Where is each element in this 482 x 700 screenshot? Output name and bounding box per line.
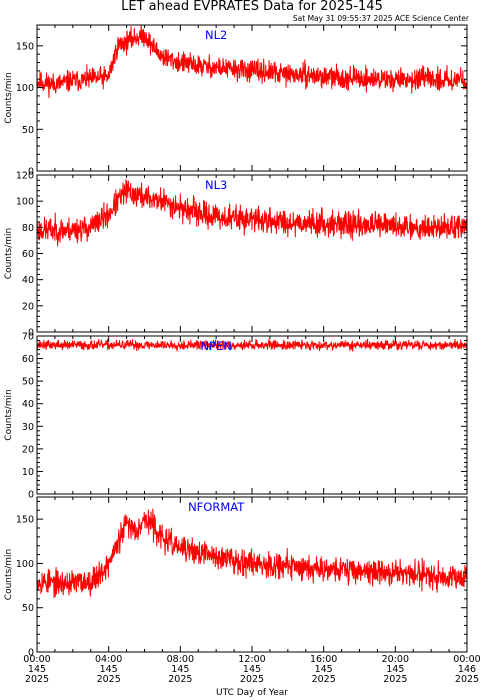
panel-nl3: 0 20 40 60 80 100 120 Counts/min NL3 [4, 171, 468, 339]
x-tick-time: 00:00 [23, 654, 50, 665]
y-tick-label: 50 [22, 603, 34, 614]
x-tick-year: 2025 [455, 674, 479, 685]
y-tick-label: 50 [22, 377, 34, 388]
x-tick-time: 04:00 [95, 654, 122, 665]
y-tick-label: 10 [22, 467, 34, 478]
data-line-npen [36, 338, 468, 352]
timestamp: Sat May 31 09:55:37 2025 ACE Science Cen… [293, 14, 470, 23]
y-axis-title: Counts/min [4, 72, 14, 123]
y-tick-label: 30 [22, 422, 34, 433]
y-tick-label: 150 [16, 41, 34, 52]
y-tick-label: 120 [16, 171, 34, 182]
x-tick-year: 2025 [25, 674, 49, 685]
series-label-nformat: NFORMAT [188, 500, 245, 514]
y-tick-label: 100 [16, 197, 34, 208]
y-tick-label: 40 [22, 399, 34, 410]
panel-npen: 0 10 20 30 40 50 60 70 Counts/min NPEN [4, 332, 468, 501]
y-tick-label: 50 [22, 125, 34, 136]
series-label-npen: NPEN [200, 339, 231, 353]
panels-group: 050100150Counts/minNL2020406080100120Cou… [4, 24, 468, 659]
y-tick-label: 0 [28, 167, 34, 178]
x-tick-doy: 145 [386, 664, 404, 675]
x-tick-time: 08:00 [167, 654, 194, 665]
panel-nformat: 0 50 100 150 Counts/min NFORMAT [4, 496, 468, 659]
series-label-nl3: NL3 [205, 178, 227, 192]
y-tick-label: 40 [22, 275, 34, 286]
y-axis-title: Counts/min [4, 389, 14, 440]
y-axis-title: Counts/min [4, 549, 14, 600]
y-tick-label: 0 [28, 328, 34, 339]
x-tick-doy: 145 [315, 664, 333, 675]
x-tick-doy: 145 [243, 664, 261, 675]
x-axis: 00:00145202504:00145202508:00145202512:0… [23, 654, 480, 685]
y-tick-label: 60 [22, 354, 34, 365]
data-line-nl2 [36, 24, 468, 99]
x-tick-year: 2025 [312, 674, 336, 685]
x-tick-year: 2025 [383, 674, 407, 685]
x-tick-year: 2025 [240, 674, 264, 685]
data-line-nl3 [36, 179, 468, 247]
data-line-nformat [36, 508, 468, 599]
x-tick-time: 12:00 [238, 654, 265, 665]
y-tick-label: 0 [28, 490, 34, 501]
y-tick-label: 80 [22, 223, 34, 234]
y-tick-label: 20 [22, 301, 34, 312]
panel-nl2: 0 50 100 150 Counts/min NL2 [4, 24, 468, 178]
x-tick-doy: 145 [171, 664, 189, 675]
figure-title: LET ahead EVPRATES Data for 2025-145 [121, 0, 383, 14]
y-tick-label: 100 [16, 559, 34, 570]
x-tick-time: 16:00 [310, 654, 337, 665]
x-tick-doy: 146 [458, 664, 476, 675]
x-tick-year: 2025 [168, 674, 192, 685]
x-tick-time: 20:00 [382, 654, 409, 665]
y-axis-title: Counts/min [4, 228, 14, 279]
x-tick-doy: 145 [100, 664, 118, 675]
series-label-nl2: NL2 [205, 28, 227, 42]
x-axis-title: UTC Day of Year [216, 688, 288, 698]
panel-frame [36, 24, 468, 172]
y-tick-label: 100 [16, 83, 34, 94]
x-tick-time: 00:00 [453, 654, 480, 665]
x-tick-year: 2025 [97, 674, 121, 685]
y-tick-label: 70 [22, 332, 34, 343]
x-tick-doy: 145 [28, 664, 46, 675]
y-tick-label: 150 [16, 515, 34, 526]
y-tick-label: 60 [22, 249, 34, 260]
y-tick-label: 0 [28, 648, 34, 659]
panel-frame [36, 335, 468, 495]
panel-frame [36, 174, 468, 333]
y-tick-label: 20 [22, 444, 34, 455]
